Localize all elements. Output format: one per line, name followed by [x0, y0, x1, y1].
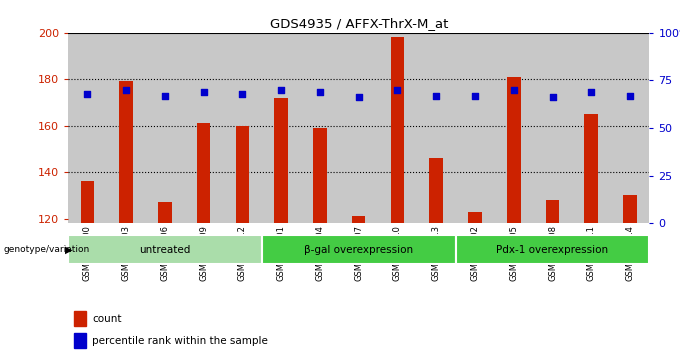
Bar [546, 200, 559, 223]
Bar [572, 33, 611, 223]
Point [392, 87, 403, 93]
Bar [73, 311, 86, 326]
Point [275, 87, 286, 93]
Bar [81, 182, 94, 223]
Bar [223, 33, 262, 223]
Bar [391, 37, 404, 223]
Bar [120, 81, 133, 223]
Point [82, 91, 92, 97]
Text: genotype/variation: genotype/variation [3, 245, 90, 254]
Bar [585, 114, 598, 223]
Bar [417, 33, 456, 223]
Point [314, 89, 325, 95]
Point [159, 93, 170, 98]
Bar [339, 33, 378, 223]
Text: β-gal overexpression: β-gal overexpression [304, 245, 413, 254]
Bar [456, 235, 649, 264]
Bar [430, 158, 443, 223]
Text: Pdx-1 overexpression: Pdx-1 overexpression [496, 245, 609, 254]
Title: GDS4935 / AFFX-ThrX-M_at: GDS4935 / AFFX-ThrX-M_at [269, 17, 448, 30]
Bar [275, 98, 288, 223]
Bar [73, 333, 86, 348]
Point [199, 89, 209, 95]
Bar [507, 77, 520, 223]
Bar [456, 33, 494, 223]
Point [585, 89, 597, 95]
Point [624, 93, 635, 98]
Point [547, 94, 558, 100]
Bar [236, 126, 249, 223]
Text: ▶: ▶ [65, 244, 73, 254]
Bar [378, 33, 417, 223]
Bar [262, 235, 456, 264]
Bar [262, 33, 301, 223]
Bar [469, 212, 481, 223]
Bar [146, 33, 184, 223]
Text: untreated: untreated [139, 245, 190, 254]
Bar [611, 33, 649, 223]
Bar [184, 33, 223, 223]
Bar [158, 202, 171, 223]
Point [237, 91, 248, 97]
Bar [197, 123, 210, 223]
Point [508, 87, 520, 93]
Bar [533, 33, 572, 223]
Bar [68, 33, 107, 223]
Bar [68, 235, 262, 264]
Bar [494, 33, 533, 223]
Bar [313, 128, 326, 223]
Point [469, 93, 480, 98]
Bar [624, 195, 636, 223]
Point [354, 94, 364, 100]
Text: percentile rank within the sample: percentile rank within the sample [92, 336, 268, 346]
Bar [301, 33, 339, 223]
Point [431, 93, 442, 98]
Bar [352, 216, 365, 223]
Point [120, 87, 131, 93]
Bar [107, 33, 146, 223]
Text: count: count [92, 314, 122, 323]
